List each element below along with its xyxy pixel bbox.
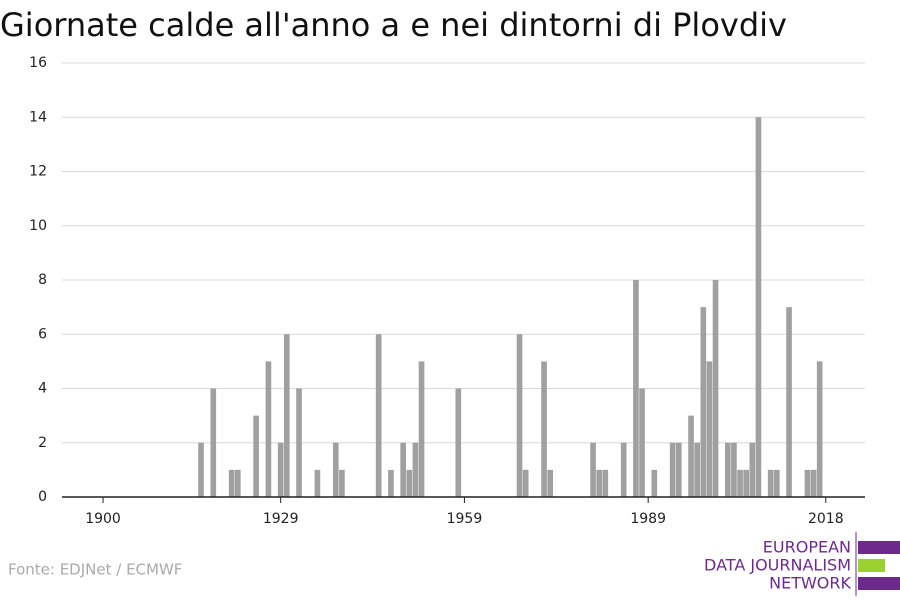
y-tick-label: 10 <box>29 218 47 234</box>
bar <box>418 361 425 497</box>
bar <box>602 469 609 497</box>
logo-text: NETWORK <box>769 574 851 593</box>
chart-title: Giornate calde all'anno a e nei dintorni… <box>0 6 787 44</box>
bar <box>749 442 756 497</box>
bar <box>712 280 719 497</box>
bar <box>633 280 639 497</box>
logo: EUROPEAN DATA JOURNALISM NETWORK <box>704 532 900 596</box>
bar <box>277 442 284 497</box>
bar <box>737 469 743 497</box>
bar <box>773 469 780 497</box>
bar <box>743 469 749 497</box>
y-tick-label: 6 <box>38 326 47 342</box>
y-tick-label: 14 <box>29 109 47 125</box>
y-tick-label: 16 <box>29 55 47 71</box>
bar <box>816 361 823 497</box>
bar <box>412 442 419 497</box>
y-tick-label: 12 <box>29 164 47 180</box>
bar <box>234 469 241 497</box>
source: Fonte: EDJNet / ECMWF <box>8 561 182 579</box>
bar <box>522 469 529 497</box>
bar <box>755 117 762 497</box>
bar <box>455 388 462 497</box>
bar <box>406 469 413 497</box>
bar <box>388 469 394 497</box>
bar <box>541 361 547 497</box>
bar <box>767 469 774 497</box>
bar <box>639 388 645 497</box>
bar <box>688 415 694 497</box>
bar <box>547 469 553 497</box>
bar <box>265 361 272 497</box>
logo-bar <box>858 559 885 572</box>
x-tick-label: 1929 <box>263 511 299 527</box>
bar <box>339 469 345 497</box>
logo-text: DATA JOURNALISM <box>704 556 851 575</box>
x-tick-label: 1900 <box>85 511 121 527</box>
y-tick-label: 0 <box>38 489 47 505</box>
bar <box>810 469 817 497</box>
bar <box>296 388 302 497</box>
logo-text: EUROPEAN <box>763 538 851 557</box>
bar <box>198 442 204 497</box>
bar <box>210 388 217 497</box>
bar <box>651 469 658 497</box>
bar <box>314 469 321 497</box>
bar <box>700 307 707 497</box>
bar <box>516 334 523 497</box>
bar <box>694 442 700 497</box>
bar <box>283 334 290 497</box>
x-tick-label: 1959 <box>447 511 483 527</box>
y-tick-label: 2 <box>38 435 47 451</box>
bar <box>253 415 259 497</box>
bar <box>375 334 382 497</box>
logo-bar <box>858 577 900 590</box>
y-tick-label: 4 <box>38 381 47 397</box>
bar <box>332 442 339 497</box>
bar <box>596 469 602 497</box>
logo-bar <box>858 541 900 554</box>
bar <box>400 442 406 497</box>
bar <box>804 469 811 497</box>
x-tick-label: 1989 <box>630 511 666 527</box>
bar <box>724 442 731 497</box>
y-tick-label: 8 <box>38 272 47 288</box>
x-tick-label: 2018 <box>808 511 844 527</box>
bar <box>706 361 713 497</box>
bar <box>669 442 676 497</box>
bar <box>590 442 596 497</box>
bar <box>675 442 682 497</box>
bar <box>620 442 627 497</box>
bar <box>786 307 792 497</box>
bar <box>228 469 235 497</box>
bar <box>731 442 737 497</box>
